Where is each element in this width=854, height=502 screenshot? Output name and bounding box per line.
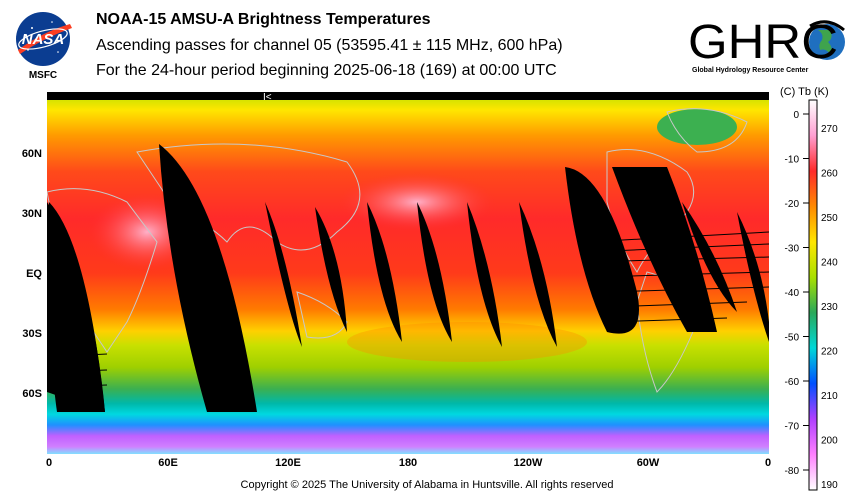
kelvin-tick-label: 250 <box>821 213 838 224</box>
lat-label-30n: 30N <box>21 208 42 220</box>
lon-label-60w: 60W <box>636 457 660 469</box>
ghrc-caption: Global Hydrology Resource Center <box>692 67 809 74</box>
scan-lines <box>46 231 770 388</box>
celsius-tick-label: -60 <box>785 377 800 388</box>
orbit-start-marker: I< <box>263 92 272 103</box>
period-label: For the 24-hour period beginning 2025-06… <box>96 62 557 79</box>
lon-label-180: 180 <box>398 457 418 469</box>
lon-label-120e: 120E <box>275 457 301 469</box>
celsius-tick-label: 0 <box>793 110 799 121</box>
lon-label-120w: 120W <box>513 457 543 469</box>
lat-label-30s: 30S <box>22 328 42 340</box>
celsius-tick-label: -20 <box>785 199 800 210</box>
nasa-msfc-logo: NASA MSFC <box>16 12 72 80</box>
kelvin-tick-label: 220 <box>821 347 838 358</box>
kelvin-tick-label: 210 <box>821 391 838 402</box>
kelvin-tick-label: 260 <box>821 169 838 180</box>
map-canvas: I< <box>46 92 770 454</box>
kelvin-tick-label: 200 <box>821 436 838 447</box>
lat-label-60n: 60N <box>21 148 42 160</box>
lon-label-0-east: 0 <box>764 457 772 469</box>
kelvin-tick-label: 190 <box>821 480 838 491</box>
celsius-tick-label: -30 <box>785 244 800 255</box>
kelvin-tick-label: 230 <box>821 302 838 313</box>
brightness-temperature-map: I< <box>46 92 770 454</box>
msfc-caption: MSFC <box>29 70 57 80</box>
colorbar: 0 -10 -20 -30 -40 -50 -60 -70 -80 270 260 250 240 230… <box>785 99 839 491</box>
chart-subtitle: Ascending passes for channel 05 (53595.4… <box>96 37 563 54</box>
colorbar-scale <box>808 99 818 491</box>
kelvin-tick-label: 270 <box>821 124 838 135</box>
celsius-tick-label: -10 <box>785 155 800 166</box>
copyright-notice: Copyright © 2025 The University of Alaba… <box>240 479 614 491</box>
kelvin-tick-label: 240 <box>821 258 838 269</box>
lat-label-eq: EQ <box>26 268 42 280</box>
colorbar-ticks: 0 -10 -20 -30 -40 -50 -60 -70 -80 270 260 250 240 230… <box>785 110 839 491</box>
ghrc-logo: GHRC Global Hydrology Resource Center <box>688 16 845 74</box>
celsius-tick-label: -70 <box>785 422 800 433</box>
lon-label-0-west: 0 <box>45 457 53 469</box>
celsius-tick-label: -80 <box>785 466 800 477</box>
data-gaps <box>47 144 769 412</box>
celsius-tick-label: -50 <box>785 333 800 344</box>
chart-title: NOAA-15 AMSU-A Brightness Temperatures <box>96 11 431 28</box>
ghrc-wordmark: GHRC <box>688 16 838 69</box>
colorbar-header: (C) Tb (K) <box>780 86 829 98</box>
nasa-wordmark: NASA <box>22 31 65 48</box>
lat-label-60s: 60S <box>22 388 42 400</box>
lon-label-60e: 60E <box>158 457 178 469</box>
celsius-tick-label: -40 <box>785 288 800 299</box>
